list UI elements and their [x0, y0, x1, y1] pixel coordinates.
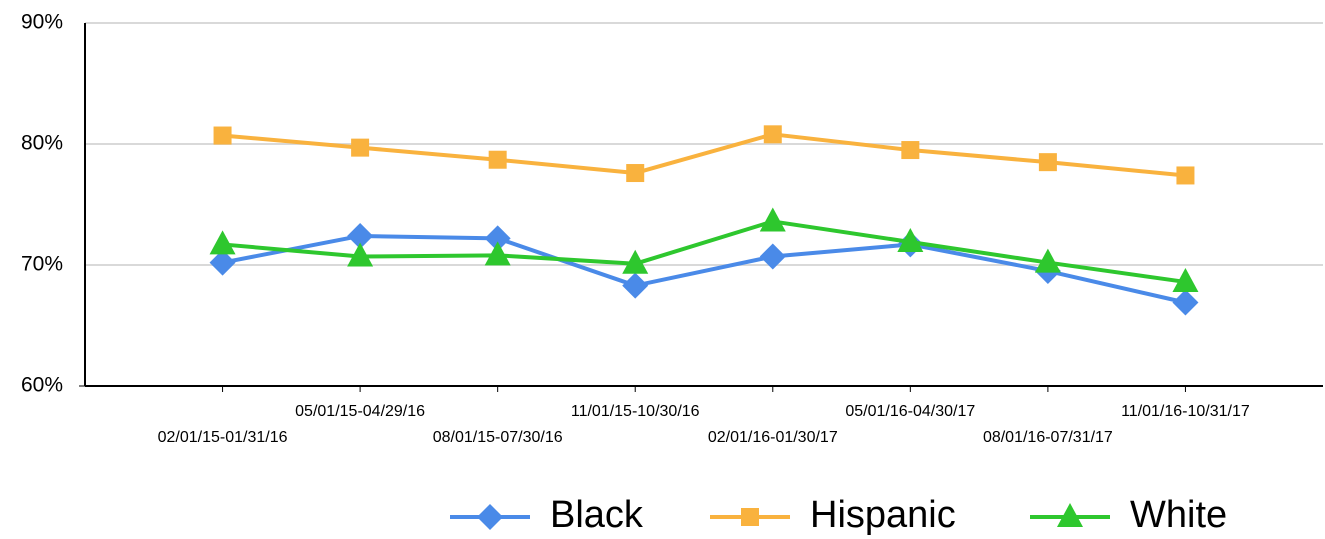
- marker: [1176, 166, 1195, 185]
- x-tick-label: 08/01/15-07/30/16: [433, 429, 563, 446]
- y-tick-label: 60%: [21, 374, 63, 397]
- marker: [901, 141, 920, 160]
- legend-label: White: [1130, 494, 1227, 536]
- marker: [1038, 153, 1057, 172]
- marker: [1034, 248, 1061, 273]
- marker: [351, 138, 370, 157]
- marker: [622, 249, 649, 274]
- marker: [209, 249, 236, 276]
- marker: [897, 228, 924, 253]
- marker: [213, 126, 232, 145]
- x-tick-label: 05/01/16-04/30/17: [845, 403, 975, 420]
- marker: [626, 164, 645, 183]
- series-line: [222, 132, 1186, 178]
- series-line: [222, 219, 1186, 284]
- y-tick-label: 80%: [21, 132, 63, 155]
- marker: [347, 222, 374, 249]
- x-tick-label: 11/01/15-10/30/16: [571, 403, 700, 420]
- legend-marker: [741, 508, 759, 526]
- marker: [622, 272, 649, 299]
- marker: [759, 207, 786, 232]
- legend-label: Hispanic: [810, 494, 956, 536]
- marker: [209, 230, 236, 255]
- legend-marker: [477, 504, 503, 530]
- legend-marker: [1057, 503, 1083, 527]
- marker: [484, 225, 511, 252]
- y-tick-label: 70%: [21, 253, 63, 276]
- marker: [1172, 267, 1199, 292]
- x-tick-label: 08/01/16-07/31/17: [983, 429, 1113, 446]
- x-tick-label: 02/01/16-01/30/17: [708, 429, 838, 446]
- marker: [1172, 289, 1199, 316]
- legend-label: Black: [550, 494, 644, 536]
- series-line: [222, 233, 1186, 305]
- x-tick-label: 05/01/15-04/29/16: [295, 403, 425, 420]
- x-tick-label: 02/01/15-01/31/16: [158, 429, 288, 446]
- marker: [763, 125, 782, 144]
- y-tick-label: 90%: [21, 11, 63, 34]
- marker: [347, 242, 374, 267]
- marker: [488, 150, 507, 169]
- marker: [484, 241, 511, 266]
- marker: [759, 243, 786, 270]
- x-tick-label: 11/01/16-10/31/17: [1121, 403, 1250, 420]
